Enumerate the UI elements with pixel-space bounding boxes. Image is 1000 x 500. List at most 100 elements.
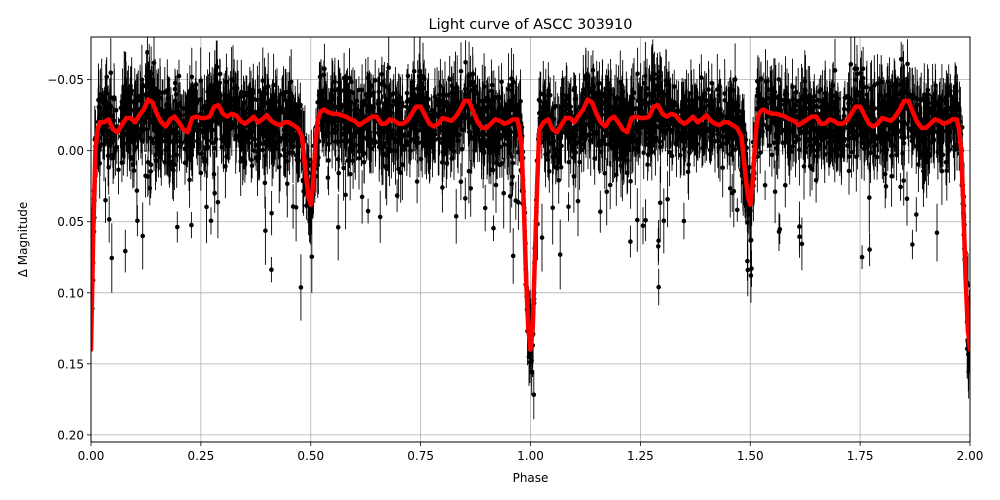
data-point (139, 77, 145, 83)
data-point (730, 143, 735, 149)
data-point (509, 154, 514, 159)
data-point (878, 79, 884, 85)
data-point (285, 128, 290, 134)
data-point (818, 104, 823, 110)
data-point (479, 148, 485, 153)
data-point (656, 238, 661, 243)
data-point (933, 83, 938, 88)
data-point (467, 118, 473, 124)
data-point (361, 135, 366, 140)
data-point (387, 137, 392, 142)
data-point (663, 78, 669, 84)
data-point (349, 147, 355, 153)
data-point (414, 179, 420, 184)
data-point (546, 149, 551, 155)
data-point (802, 149, 808, 155)
data-point (111, 118, 116, 123)
data-point (389, 148, 394, 153)
data-point (315, 162, 321, 168)
data-point (640, 223, 646, 228)
data-point (263, 153, 268, 159)
data-point (699, 75, 704, 80)
data-point (855, 112, 861, 118)
data-point (658, 80, 663, 86)
data-point (676, 132, 681, 138)
data-point (648, 92, 654, 97)
data-point (458, 68, 464, 74)
data-point (455, 138, 461, 143)
data-point (499, 79, 504, 85)
data-point (573, 132, 578, 138)
data-point (510, 174, 515, 179)
data-point (231, 85, 237, 91)
data-point (237, 135, 242, 140)
data-point (176, 73, 182, 79)
data-point (903, 106, 908, 111)
data-point (463, 60, 468, 65)
data-point (401, 147, 407, 152)
data-point (410, 101, 416, 107)
data-point (846, 154, 852, 159)
data-point (330, 93, 336, 99)
data-point (453, 214, 459, 219)
data-point (574, 109, 579, 114)
data-point (282, 153, 288, 159)
data-point (198, 170, 204, 176)
data-point (643, 73, 648, 79)
data-point (780, 140, 785, 146)
data-point (140, 124, 145, 130)
data-point (697, 127, 702, 133)
data-point (255, 149, 260, 154)
data-point (286, 111, 292, 116)
data-point (861, 146, 867, 151)
data-point (332, 105, 338, 110)
data-point (166, 153, 172, 158)
data-point (807, 143, 813, 148)
data-point (221, 138, 226, 144)
data-point (583, 76, 589, 82)
data-point (946, 84, 951, 89)
data-point (380, 125, 386, 131)
data-point (499, 114, 505, 119)
data-point (264, 91, 270, 96)
data-point (380, 153, 386, 158)
data-point (819, 137, 824, 142)
data-point (670, 103, 675, 109)
data-point (110, 155, 116, 161)
data-point (484, 144, 490, 149)
data-point (830, 122, 835, 127)
data-point (367, 86, 373, 92)
data-point (242, 159, 248, 165)
data-point (537, 99, 543, 104)
data-point (409, 122, 414, 128)
data-point (560, 91, 565, 97)
data-point (269, 210, 274, 216)
data-point (763, 103, 768, 109)
data-point (689, 97, 694, 103)
data-point (618, 115, 623, 120)
y-tick-label: 0.10 (57, 286, 84, 300)
data-point (104, 86, 109, 91)
data-point (893, 125, 899, 131)
data-point (896, 129, 901, 134)
data-point (125, 141, 130, 146)
data-point (160, 109, 166, 115)
data-point (592, 156, 597, 161)
data-point (841, 139, 846, 144)
data-point (634, 147, 640, 153)
data-point (967, 351, 970, 357)
data-point (359, 108, 364, 114)
data-point (393, 102, 399, 107)
data-point (779, 97, 785, 103)
data-point (201, 155, 207, 161)
data-point (789, 109, 795, 115)
data-point (500, 107, 505, 112)
data-point (147, 185, 153, 191)
data-point (405, 73, 411, 79)
data-point (617, 136, 622, 141)
data-point (635, 217, 640, 223)
data-point (398, 136, 404, 141)
data-point (129, 127, 135, 133)
data-point (261, 132, 267, 138)
data-point (568, 110, 573, 116)
